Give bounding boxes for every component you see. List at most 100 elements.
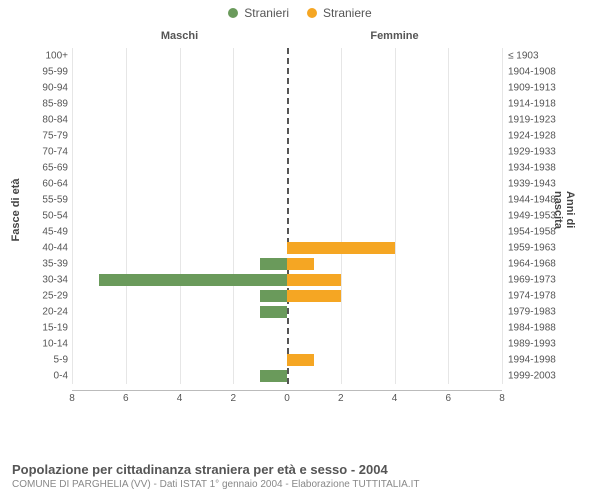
dot-icon (228, 8, 238, 18)
top-label-male: Maschi (72, 30, 287, 42)
birth-label: 1984-1988 (508, 323, 556, 334)
x-axis: 8 6 4 2 0 2 4 6 8 (72, 390, 502, 410)
age-label: 40-44 (42, 243, 68, 254)
top-labels: Maschi Femmine (72, 30, 502, 42)
bar-male (260, 258, 287, 270)
x-tick-label: 4 (392, 393, 398, 404)
bar-female (287, 290, 341, 302)
caption-subtitle: COMUNE DI PARGHELIA (VV) - Dati ISTAT 1°… (12, 479, 419, 490)
chart-row (72, 128, 502, 144)
age-label: 0-4 (54, 371, 68, 382)
age-label: 50-54 (42, 211, 68, 222)
birth-label: 1959-1963 (508, 243, 556, 254)
chart-row (72, 368, 502, 384)
age-label: 35-39 (42, 259, 68, 270)
age-label: 45-49 (42, 227, 68, 238)
bar-female (287, 258, 314, 270)
birth-label: 1954-1958 (508, 227, 556, 238)
birth-label: 1934-1938 (508, 163, 556, 174)
birth-label: 1924-1928 (508, 131, 556, 142)
grid-line (502, 48, 503, 384)
chart-row (72, 96, 502, 112)
chart-row (72, 320, 502, 336)
chart-row (72, 48, 502, 64)
legend-item-female: Straniere (307, 6, 372, 20)
x-tick-label: 6 (123, 393, 129, 404)
chart-area: Maschi Femmine 8 6 4 2 0 2 4 6 8 (72, 30, 502, 410)
age-label: 100+ (45, 51, 68, 62)
bar-male (260, 370, 287, 382)
age-label: 10-14 (42, 339, 68, 350)
chart-row (72, 64, 502, 80)
chart-row (72, 288, 502, 304)
birth-label: 1994-1998 (508, 355, 556, 366)
bar-female (287, 274, 341, 286)
birth-label: 1939-1943 (508, 179, 556, 190)
caption: Popolazione per cittadinanza straniera p… (12, 462, 419, 490)
birth-label: 1909-1913 (508, 83, 556, 94)
birth-label: 1974-1978 (508, 291, 556, 302)
age-label: 90-94 (42, 83, 68, 94)
x-tick-label: 2 (338, 393, 344, 404)
birth-label: 1949-1953 (508, 211, 556, 222)
age-label: 15-19 (42, 323, 68, 334)
age-label: 25-29 (42, 291, 68, 302)
dot-icon (307, 8, 317, 18)
age-label: 20-24 (42, 307, 68, 318)
age-label: 75-79 (42, 131, 68, 142)
chart-row (72, 336, 502, 352)
chart-row (72, 192, 502, 208)
x-tick-label: 0 (284, 393, 290, 404)
chart-row (72, 304, 502, 320)
x-tick-label: 6 (445, 393, 451, 404)
age-label: 30-34 (42, 275, 68, 286)
birth-label: 1969-1973 (508, 275, 556, 286)
birth-label: 1964-1968 (508, 259, 556, 270)
chart-row (72, 208, 502, 224)
age-label: 55-59 (42, 195, 68, 206)
chart-row (72, 80, 502, 96)
caption-title: Popolazione per cittadinanza straniera p… (12, 462, 419, 477)
age-label: 80-84 (42, 115, 68, 126)
legend-male-label: Stranieri (244, 6, 289, 20)
chart-row (72, 240, 502, 256)
age-label: 95-99 (42, 67, 68, 78)
x-tick-label: 4 (177, 393, 183, 404)
age-label: 5-9 (54, 355, 68, 366)
x-tick-label: 2 (230, 393, 236, 404)
x-tick-label: 8 (69, 393, 75, 404)
y-right-axis: ≤ 1903 1904-1908 1909-1913 1914-1918 1919-19… (508, 48, 568, 384)
top-label-female: Femmine (287, 30, 502, 42)
plot (72, 48, 502, 384)
chart-row (72, 160, 502, 176)
age-label: 70-74 (42, 147, 68, 158)
age-label: 85-89 (42, 99, 68, 110)
bar-female (287, 242, 395, 254)
bar-male (260, 306, 287, 318)
birth-label: 1914-1918 (508, 99, 556, 110)
chart-row (72, 112, 502, 128)
bar-male (260, 290, 287, 302)
legend: Stranieri Straniere (0, 0, 600, 20)
birth-label: ≤ 1903 (508, 51, 539, 62)
axis-title-left: Fasce di età (10, 179, 22, 242)
birth-label: 1904-1908 (508, 67, 556, 78)
chart-row (72, 224, 502, 240)
birth-label: 1979-1983 (508, 307, 556, 318)
y-left-axis: 100+ 95-99 90-94 85-89 80-84 75-79 70-74 65-69 6… (38, 48, 68, 384)
chart-row (72, 144, 502, 160)
chart-row (72, 352, 502, 368)
birth-label: 1919-1923 (508, 115, 556, 126)
bar-female (287, 354, 314, 366)
legend-item-male: Stranieri (228, 6, 289, 20)
bar-male (99, 274, 287, 286)
chart-row (72, 176, 502, 192)
x-tick-label: 8 (499, 393, 505, 404)
chart-row (72, 272, 502, 288)
birth-label: 1999-2003 (508, 371, 556, 382)
chart-row (72, 256, 502, 272)
age-label: 65-69 (42, 163, 68, 174)
birth-label: 1989-1993 (508, 339, 556, 350)
age-label: 60-64 (42, 179, 68, 190)
birth-label: 1944-1948 (508, 195, 556, 206)
